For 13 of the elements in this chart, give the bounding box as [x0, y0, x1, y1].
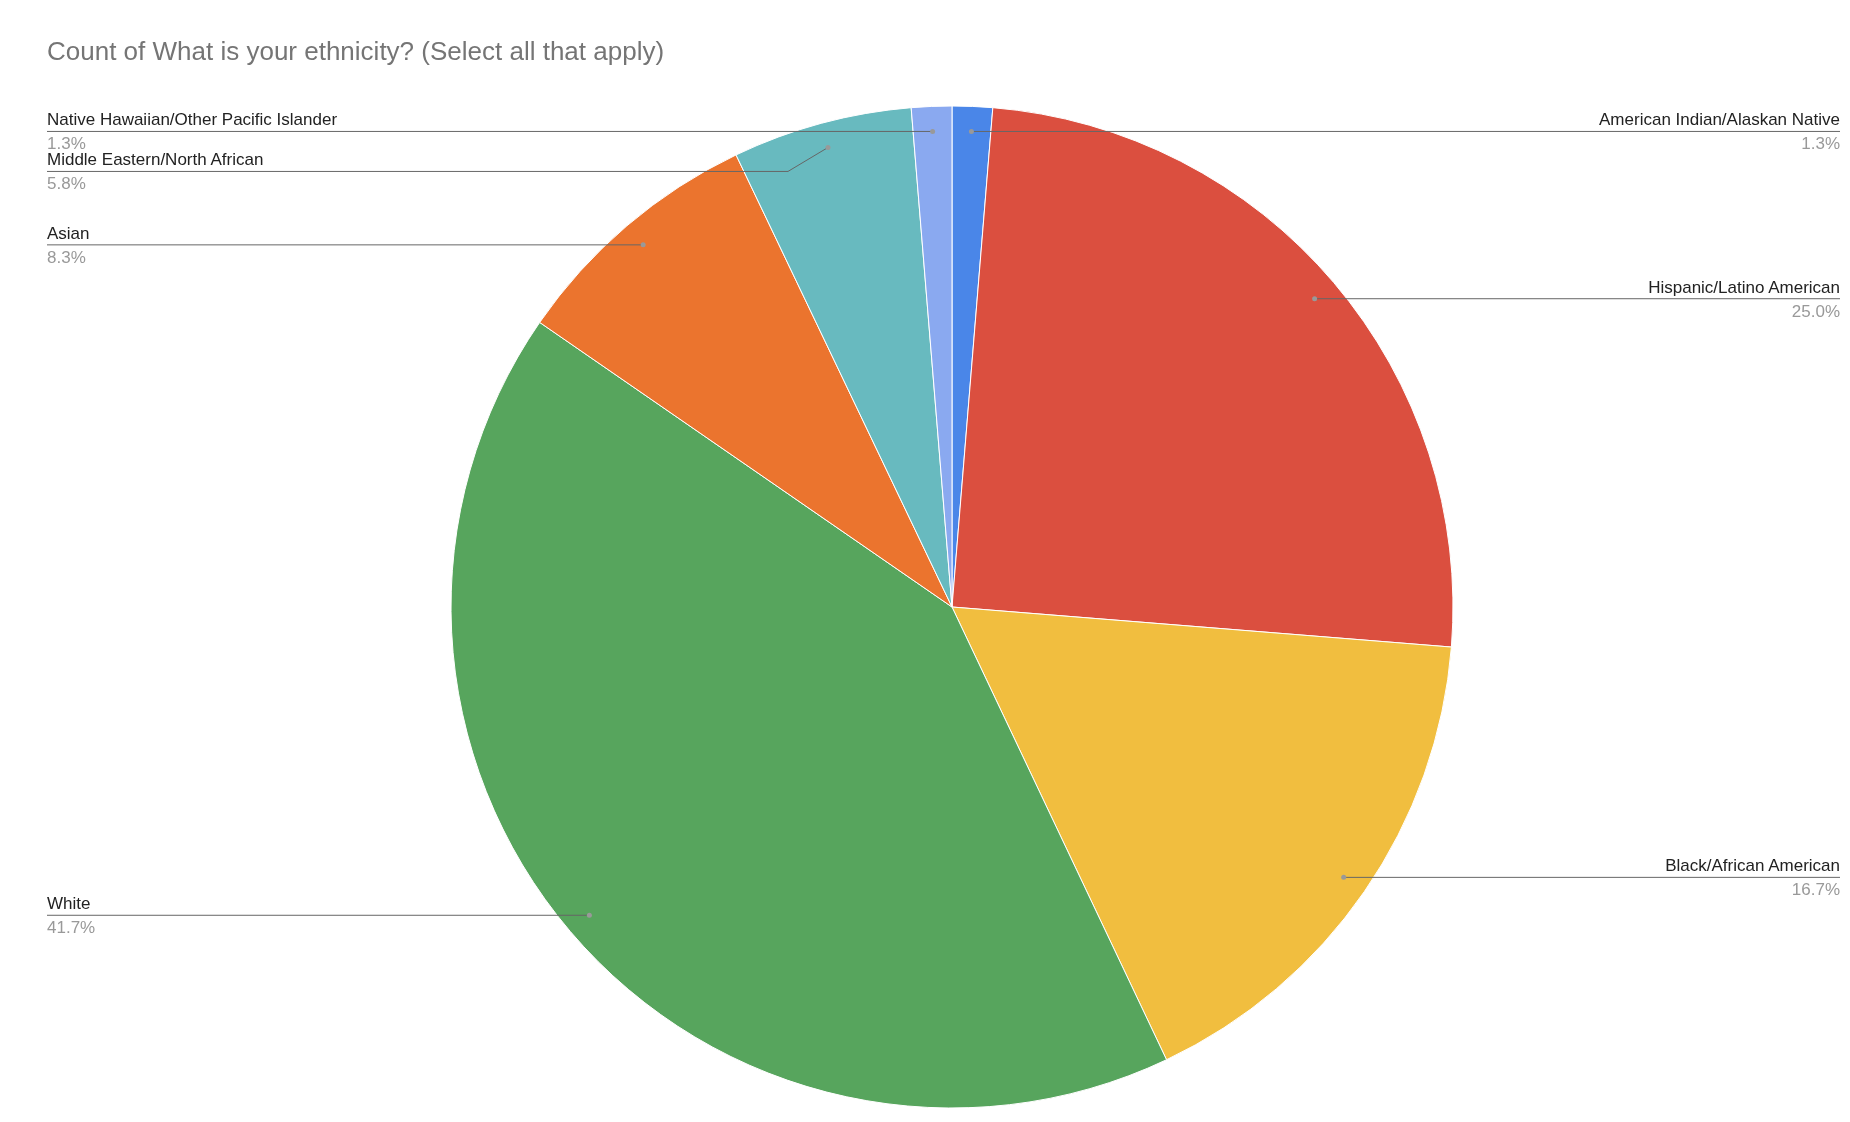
slice-label: American Indian/Alaskan Native [1599, 110, 1840, 130]
data-label: 8.3% [47, 247, 86, 267]
slice-label: Black/African American [1665, 856, 1840, 876]
slice-label: White [47, 894, 91, 914]
data-label: 1.3% [1801, 134, 1840, 154]
chart-title: Count of What is your ethnicity? (Select all that apply) [47, 36, 665, 66]
data-label: 5.8% [47, 174, 86, 194]
slice-label: Hispanic/Latino American [1648, 277, 1840, 297]
data-label: 25.0% [1791, 301, 1840, 321]
data-label: 41.7% [47, 918, 96, 938]
data-label: 16.7% [1791, 880, 1840, 900]
slice-label: Native Hawaiian/Other Pacific Islander [47, 110, 338, 130]
slice-label: Asian [47, 223, 90, 243]
